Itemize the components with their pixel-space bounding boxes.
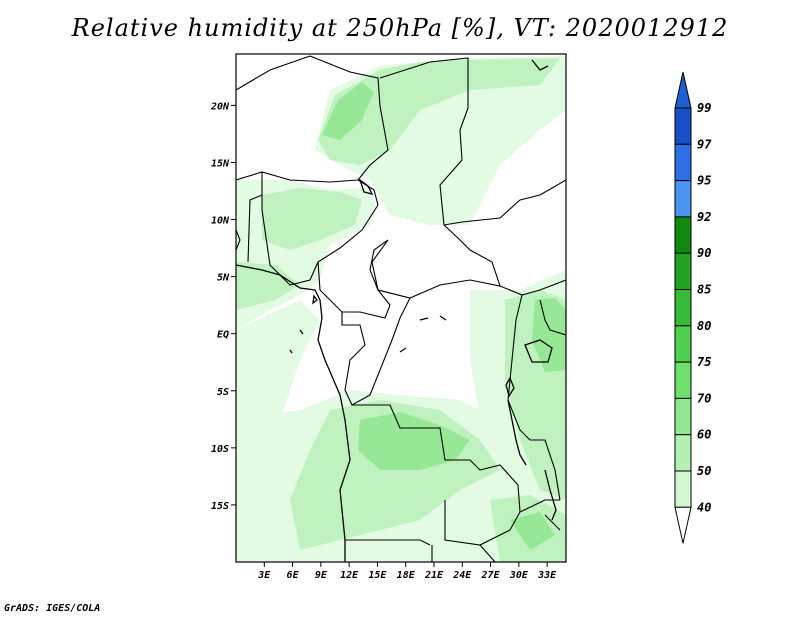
lon-tick-label: 9E [315,570,328,581]
border-zambia [444,499,560,546]
lon-tick-label: 21E [424,570,444,581]
colorbar-label: 80 [697,319,711,333]
lon-tick-label: 27E [481,570,501,581]
coastlines [236,59,557,562]
border-congo [341,297,411,406]
border-chad-sudan [439,107,469,241]
border-drc-east [507,294,531,441]
border-tanzania [530,439,561,501]
border-cameroon [317,239,391,319]
border-nigeria [236,171,379,286]
colorbar-label: 95 [697,174,711,188]
map-title: Relative humidity at 250hPa [%], VT: 202… [71,14,729,42]
lat-tick-label: EQ [217,330,229,341]
lon-tick-label: 6E [287,570,300,581]
colorbar-swatch [674,397,692,436]
map-frame [235,53,567,563]
colorbar-label: 92 [697,210,711,224]
humidity-peak-south [358,412,470,470]
colorbar-swatch [674,470,692,508]
coast-gulf-guinea [236,264,351,562]
humidity-peak-east [532,298,566,372]
humidity-core-west [262,188,362,250]
border-south [431,514,561,562]
humidity-peak-north [322,82,374,140]
humidity-field-coast [236,300,320,430]
border-algeria-niger [236,55,381,107]
border-west-coast [236,229,241,251]
lake-malawi [544,469,557,521]
lat-tick-label: 15S [211,501,229,512]
border-drc-angola [352,404,521,513]
colorbar-label: 85 [697,283,711,297]
border-angola-south [345,539,431,546]
humidity-peak-southeast [510,512,555,550]
lat-tick-label: 5N [217,273,230,284]
colorbar-swatch [674,216,692,254]
border-car [371,239,501,299]
border-niger-chad [357,105,389,206]
lon-tick-label: 15E [368,570,387,581]
colorbar-swatch [674,252,692,290]
colorbar-bottom-arrow [674,506,692,544]
lake-tanganyika [507,399,527,466]
colorbar-swatch [674,361,692,399]
border-uganda-kenya [539,299,566,336]
lon-tick-label: 33E [537,570,557,581]
lat-tick-label: 10N [211,216,230,227]
colorbar: 99 97 95 92 90 85 80 75 70 60 50 40 [674,71,712,544]
colorbar-swatch [674,180,692,218]
islands-gulf [289,294,318,354]
border-ssudan-drc [499,279,566,296]
colorbar-label: 50 [697,464,711,478]
lat-tick-label: 20N [210,101,230,112]
country-borders [236,55,566,562]
colorbar-label: 97 [697,137,712,151]
lon-tick-label: 3E [257,570,271,581]
lake-chad [358,178,374,195]
colorbar-label: 70 [697,391,711,405]
colorbar-swatch [674,434,692,472]
lat-tick-label: 15N [211,158,230,169]
colorbar-swatch [674,325,692,363]
colorbar-label: 60 [697,428,711,442]
border-benin [247,194,263,263]
latitude-axis: 20N 15N 10N 5N EQ 5S 10S 15S [210,101,236,512]
lon-tick-label: 12E [340,570,359,581]
colorbar-label: 90 [697,246,711,260]
border-libya-chad [379,57,469,108]
lake-victoria [524,339,553,363]
colorbar-label: 75 [697,355,711,369]
river-marks [399,59,549,353]
lat-tick-label: 5S [217,387,229,398]
colorbar-swatch [674,289,692,327]
colorbar-swatch [674,107,692,145]
lon-tick-label: 30E [509,570,529,581]
humidity-shading [236,56,566,562]
colorbar-swatch [674,143,692,182]
humidity-core-gulf [236,262,300,310]
lat-tick-label: 10S [211,444,229,455]
lon-tick-label: 24E [452,570,472,581]
border-sudans [443,179,566,226]
lon-tick-label: 18E [397,570,416,581]
longitude-axis: 3E 6E 9E 12E 15E 18E 21E 24E 27E 30E 33E [257,562,557,581]
colorbar-top-arrow [674,71,692,109]
grads-credit: GrADS: IGES/COLA [4,603,101,614]
colorbar-label: 40 [697,500,711,514]
lake-kivu [505,376,515,398]
colorbar-label: 99 [697,101,711,115]
